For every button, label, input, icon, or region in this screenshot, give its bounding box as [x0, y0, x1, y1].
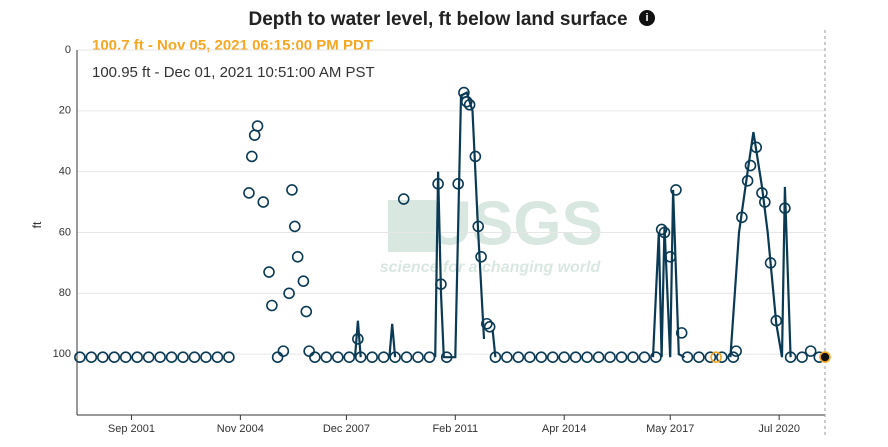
data-point [819, 351, 831, 363]
data-point [85, 351, 98, 364]
watermark-tagline: science for a changing world [380, 259, 602, 276]
annotation: 100.95 ft - Dec 01, 2021 10:51:00 AM PST [92, 64, 375, 81]
y-tick-label: 80 [59, 287, 71, 299]
data-point [693, 351, 705, 364]
data-point [627, 351, 639, 364]
data-point [638, 351, 651, 364]
data-point [592, 351, 605, 364]
data-point [286, 184, 298, 196]
y-axis-label: ft [30, 221, 44, 228]
x-tick-label: May 2017 [646, 423, 694, 435]
y-tick-label: 100 [53, 348, 71, 360]
data-point [320, 351, 333, 364]
data-point [400, 351, 413, 364]
data-point [289, 220, 301, 233]
data-point [223, 351, 235, 364]
info-icon[interactable]: i [639, 10, 655, 26]
data-point [569, 351, 582, 364]
data-point [291, 251, 304, 263]
data-point [423, 351, 436, 364]
y-tick-label: 0 [65, 44, 71, 56]
data-point [744, 159, 757, 172]
data-point [251, 120, 264, 132]
data-point [165, 351, 178, 364]
data-point [96, 351, 109, 364]
data-point [331, 351, 344, 364]
x-tick-label: Apr 2014 [542, 423, 587, 435]
data-point [727, 351, 740, 364]
data-point [200, 351, 212, 364]
data-point [604, 351, 616, 364]
watermark-logo: USGS [427, 189, 603, 258]
data-point [300, 305, 313, 318]
watermark: USGS science for a changing world [380, 189, 603, 276]
data-point [283, 287, 295, 300]
data-point [177, 351, 189, 364]
x-tick-label: Feb 2011 [432, 423, 478, 435]
data-point [512, 351, 525, 364]
data-point [704, 351, 717, 364]
data-point [670, 184, 682, 196]
data-point [716, 351, 728, 364]
data-point [271, 351, 284, 364]
data-point [309, 351, 321, 364]
data-point [188, 351, 201, 364]
x-tick-label: Dec 2007 [323, 423, 370, 435]
data-point [74, 351, 86, 364]
x-tick-label: Sep 2001 [108, 423, 155, 435]
data-point [366, 351, 378, 364]
data-point [412, 351, 424, 364]
y-tick-label: 20 [59, 105, 71, 117]
data-point [481, 317, 493, 330]
data-point [131, 351, 143, 364]
data-point [558, 351, 571, 364]
data-point [277, 345, 290, 357]
data-point [108, 351, 121, 364]
data-point [581, 351, 593, 364]
data-point [263, 266, 275, 278]
data-point [397, 193, 410, 205]
data-point [535, 351, 548, 364]
svg-text:i: i [645, 12, 648, 24]
data-point [675, 327, 688, 339]
data-point [257, 196, 270, 208]
data-point [343, 351, 356, 364]
data-point [546, 351, 559, 364]
data-point [710, 351, 722, 364]
data-point [119, 351, 132, 364]
x-tick-label: Jul 2020 [758, 423, 800, 435]
data-point [483, 320, 496, 333]
data-point [266, 299, 278, 312]
data-point [804, 345, 817, 357]
y-tick-label: 60 [59, 226, 71, 238]
x-tick-label: Nov 2004 [217, 423, 264, 435]
data-point [211, 351, 224, 364]
data-point [655, 223, 668, 236]
data-point [615, 351, 628, 364]
data-point [246, 150, 258, 163]
data-point [524, 351, 536, 364]
chart-title: Depth to water level, ft below land surf… [248, 9, 627, 30]
data-point [475, 251, 487, 263]
data-point [243, 187, 255, 199]
data-point [352, 333, 364, 345]
data-point [303, 345, 315, 357]
data-point [297, 275, 310, 287]
annotation: 100.7 ft - Nov 05, 2021 06:15:00 PM PDT [92, 37, 373, 54]
data-point [377, 351, 390, 364]
series-line [353, 91, 792, 359]
data-point [501, 351, 513, 364]
data-point [154, 351, 166, 364]
data-point [796, 351, 808, 364]
y-tick-label: 40 [59, 166, 71, 178]
data-point [142, 351, 155, 364]
